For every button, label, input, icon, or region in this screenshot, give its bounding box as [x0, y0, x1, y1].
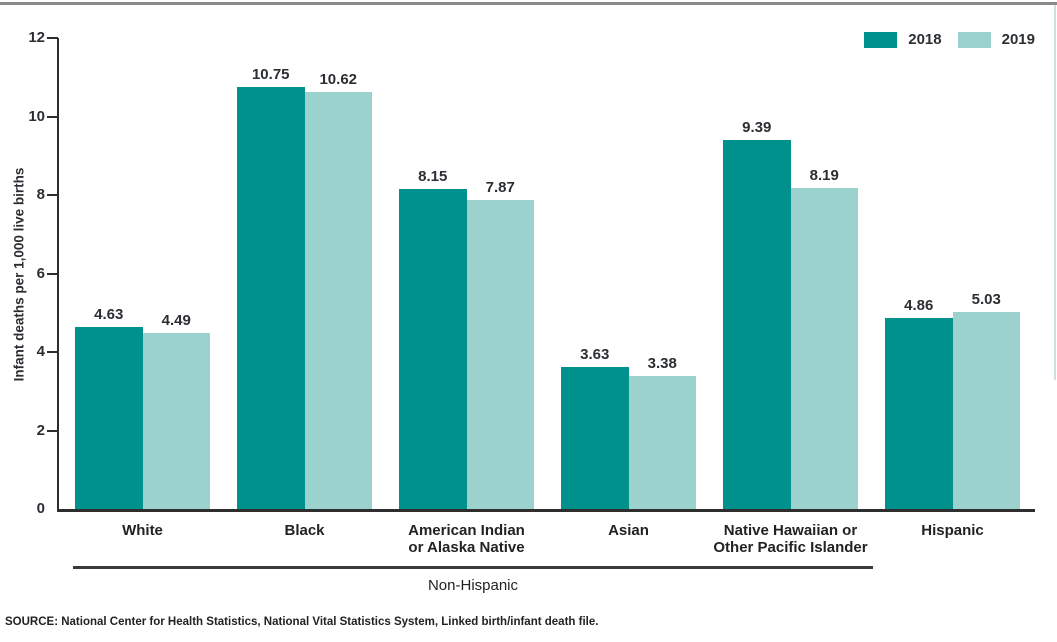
y-tick-label: 10: [28, 107, 45, 125]
bar-2018-white: [75, 327, 143, 509]
non-hispanic-label: Non-Hispanic: [427, 577, 519, 594]
bar-2018-native-hawaiian-or-other-pacific-islander: [723, 140, 791, 509]
y-tick-label: 2: [36, 421, 45, 439]
bar-2018-hispanic: [885, 318, 953, 509]
bar-value-label: 9.39: [742, 119, 772, 136]
legend-entry-2018: 2018: [864, 31, 942, 48]
legend-entry-2019: 2019: [957, 31, 1035, 48]
legend-label-2019: 2019: [1001, 31, 1035, 48]
legend-swatch-2018: [864, 31, 898, 48]
category-label-white: White: [122, 522, 163, 539]
bar-value-label: 10.75: [251, 66, 290, 83]
bar-value-label: 10.62: [319, 71, 358, 88]
top-border-rule: [0, 2, 1057, 5]
bar-2019-american-indian-or-alaska-native: [466, 200, 534, 509]
bar-2018-asian: [561, 367, 629, 509]
category-label-black: Black: [284, 522, 325, 539]
bar-2019-asian: [628, 376, 696, 509]
bar-2018-black: [237, 87, 305, 509]
bar-value-label: 3.38: [647, 355, 677, 372]
legend-label-2018: 2018: [908, 31, 942, 48]
bar-value-label: 8.19: [809, 167, 839, 184]
legend: 2018 2019: [864, 31, 1035, 48]
bar-2019-native-hawaiian-or-other-pacific-islander: [790, 188, 858, 509]
y-tick-mark: [47, 351, 58, 353]
bar-value-label: 7.87: [485, 179, 515, 196]
y-tick-label: 4: [36, 343, 45, 360]
page-edge-line: [1054, 5, 1056, 380]
category-label-native-hawaiian-or-other-pacific-islander: Native Hawaiian or Other Pacific Islander: [713, 522, 868, 557]
y-tick-mark: [47, 37, 58, 39]
bar-2019-white: [142, 333, 210, 509]
category-label-american-indian-or-alaska-native: American Indian or Alaska Native: [408, 522, 525, 557]
category-label-hispanic: Hispanic: [921, 522, 984, 539]
y-tick-label: 12: [28, 29, 45, 46]
y-tick-mark: [47, 429, 58, 432]
legend-swatch-2019: [957, 31, 991, 48]
plot-area: [57, 38, 1035, 512]
source-note: SOURCE: National Center for Health Stati…: [5, 616, 599, 628]
y-tick-label: 0: [36, 500, 45, 517]
category-label-asian: Asian: [608, 522, 649, 539]
non-hispanic-bracket: [73, 566, 873, 569]
bar-value-label: 4.86: [904, 297, 934, 314]
bar-2019-black: [304, 92, 372, 509]
bar-2018-american-indian-or-alaska-native: [399, 189, 467, 509]
y-tick-label: 6: [36, 264, 45, 282]
bar-value-label: 5.03: [971, 291, 1001, 308]
bar-value-label: 3.63: [580, 346, 610, 363]
bar-value-label: 4.49: [161, 312, 191, 329]
bar-value-label: 4.63: [94, 306, 124, 323]
y-tick-mark: [47, 272, 58, 275]
y-tick-label: 8: [36, 186, 45, 203]
y-tick-mark: [47, 115, 58, 118]
y-tick-mark: [47, 194, 58, 196]
bar-value-label: 8.15: [418, 168, 448, 185]
bar-2019-hispanic: [952, 312, 1020, 509]
